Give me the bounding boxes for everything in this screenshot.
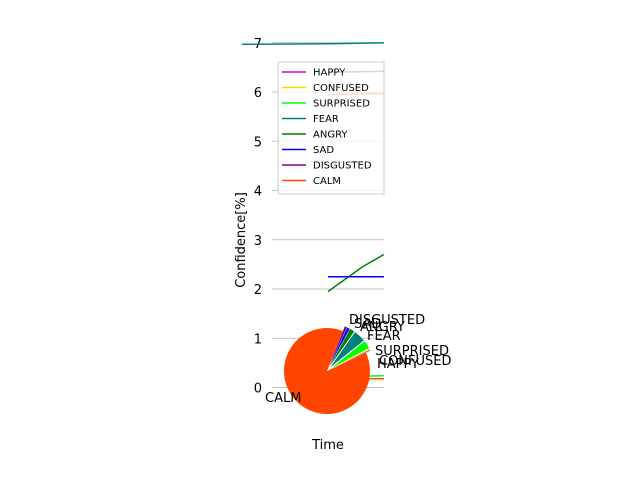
- legend-label-sad: SAD: [313, 145, 334, 156]
- pie-label-happy: HAPPY: [377, 357, 419, 372]
- pie-slice-confused: [331, 348, 370, 369]
- series-line-angry: [327, 253, 385, 293]
- pie-slice-angry: [329, 328, 355, 367]
- pie-slice-fear: [330, 332, 364, 368]
- x-axis-label: Time: [311, 438, 344, 453]
- pie-slice-disgusted: [329, 326, 347, 367]
- pie-label-confused: CONFUSED: [379, 354, 452, 369]
- legend-label-calm: CALM: [313, 176, 341, 187]
- y-tick-label-3: 3: [254, 234, 262, 249]
- y-tick-label-6: 6: [254, 86, 262, 101]
- legend-box: [277, 61, 385, 195]
- legend-label-angry: ANGRY: [313, 130, 348, 141]
- pie-label-calm: CALM: [265, 391, 301, 406]
- legend-label-confused: CONFUSED: [313, 83, 369, 94]
- pie-label-angry: ANGRY: [360, 320, 405, 335]
- series-line-fear: [241, 42, 384, 46]
- line-series: [241, 42, 385, 381]
- pie-slice-sad: [329, 327, 350, 367]
- legend-label-disgusted: DISGUSTED: [313, 161, 372, 172]
- pie-label-disgusted: DISGUSTED: [349, 313, 425, 328]
- pie-label-surprised: SURPRISED: [375, 344, 449, 359]
- pie-label-fear: FEAR: [367, 329, 401, 344]
- pie-slice-calm: [283, 327, 370, 414]
- legend-label-happy: HAPPY: [313, 68, 346, 79]
- y-tick-label-1: 1: [254, 332, 262, 347]
- y-axis-label: Confidence[%]: [234, 192, 249, 288]
- legend-label-fear: FEAR: [313, 114, 339, 125]
- pie-slice-surprised: [331, 341, 370, 369]
- pie-label-sad: SAD: [354, 317, 381, 332]
- legend-label-surprised: SURPRISED: [313, 99, 370, 110]
- y-tick-label-2: 2: [254, 283, 262, 298]
- legend: HAPPY CONFUSED SURPRISED FEAR ANGRY SAD DISGUS…: [277, 61, 385, 195]
- pie-chart: CALM HAPPYCONFUSEDSURPRISEDFEARANGRYSADDI…: [265, 313, 452, 414]
- y-tick-label-4: 4: [254, 185, 262, 200]
- y-tick-label-0: 0: [254, 382, 262, 397]
- pie-slice-happy: [331, 349, 371, 369]
- y-tick-label-5: 5: [254, 135, 262, 150]
